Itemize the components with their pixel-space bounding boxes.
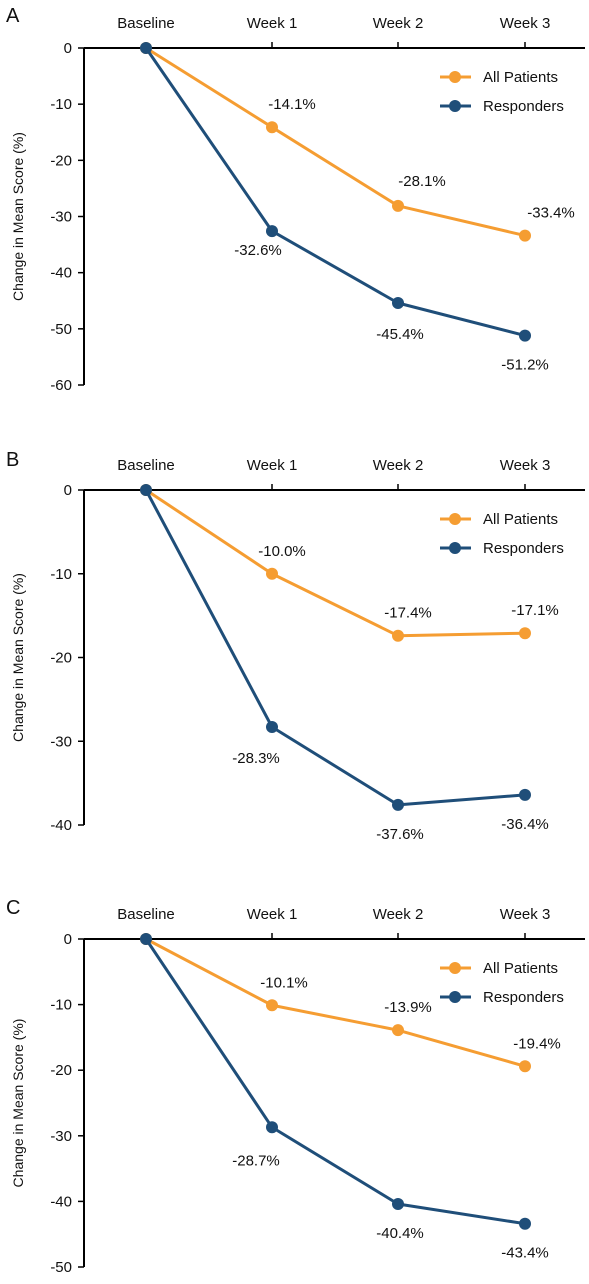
y-tick-label: -20 bbox=[50, 1062, 72, 1079]
legend-label: Responders bbox=[483, 98, 564, 115]
x-tick-label: Baseline bbox=[117, 457, 175, 474]
data-label: -28.1% bbox=[398, 173, 446, 190]
legend-swatch-marker bbox=[449, 71, 461, 83]
y-tick-label: 0 bbox=[64, 931, 72, 948]
data-label: -36.4% bbox=[501, 816, 549, 833]
data-point bbox=[392, 296, 404, 309]
x-tick-label: Week 1 bbox=[247, 457, 298, 474]
data-label: -17.1% bbox=[511, 602, 559, 619]
panel-letter: C bbox=[6, 897, 20, 919]
series-line-0 bbox=[145, 46, 526, 238]
data-point bbox=[392, 1198, 404, 1211]
data-point bbox=[266, 121, 278, 134]
data-point bbox=[140, 933, 152, 945]
data-point bbox=[519, 229, 531, 242]
y-tick-label: -20 bbox=[50, 650, 72, 667]
x-tick-label: Week 3 bbox=[500, 15, 551, 32]
panel-letter: A bbox=[6, 5, 20, 27]
data-label: -45.4% bbox=[376, 326, 424, 343]
x-tick-label: Week 2 bbox=[373, 457, 424, 474]
legend-swatch-marker bbox=[449, 991, 461, 1003]
y-tick-label: -10 bbox=[50, 566, 72, 583]
data-point bbox=[519, 1217, 531, 1230]
y-tick-label: -10 bbox=[50, 96, 72, 113]
data-point bbox=[266, 225, 278, 238]
data-label: -32.6% bbox=[234, 242, 282, 259]
data-label: -19.4% bbox=[513, 1035, 561, 1052]
data-label: -10.1% bbox=[260, 974, 308, 991]
y-tick-label: 0 bbox=[64, 40, 72, 57]
x-tick-label: Week 1 bbox=[247, 15, 298, 32]
y-tick-label: -40 bbox=[50, 817, 72, 834]
data-point bbox=[519, 788, 531, 801]
data-label: -37.6% bbox=[376, 826, 424, 843]
legend-swatch-marker bbox=[449, 100, 461, 112]
panel-a: A Baseline Week 1 Week 2 Week 3 0 -10 -20 -30 -40… bbox=[6, 5, 585, 394]
data-label: -13.9% bbox=[384, 999, 432, 1016]
x-tick-label: Week 2 bbox=[373, 15, 424, 32]
data-point bbox=[266, 567, 278, 580]
series-line-0 bbox=[145, 488, 526, 638]
data-label: -10.0% bbox=[258, 543, 306, 560]
data-point bbox=[140, 42, 152, 54]
data-label: -28.3% bbox=[232, 750, 280, 767]
y-axis-label: Change in Mean Score (%) bbox=[10, 573, 26, 742]
data-point bbox=[140, 484, 152, 496]
x-tick-label: Week 3 bbox=[500, 906, 551, 923]
data-label: -40.4% bbox=[376, 1225, 424, 1242]
series-line-1 bbox=[144, 938, 526, 1226]
legend-swatch-marker bbox=[449, 962, 461, 974]
series-line-1 bbox=[144, 47, 526, 338]
series-line-0 bbox=[145, 937, 526, 1068]
panel-letter: B bbox=[6, 449, 19, 471]
data-label: -33.4% bbox=[527, 205, 575, 222]
data-point bbox=[392, 1024, 404, 1037]
y-tick-label: -60 bbox=[50, 377, 72, 394]
y-tick-label: -30 bbox=[50, 733, 72, 750]
legend-swatch-marker bbox=[449, 542, 461, 554]
data-point bbox=[266, 721, 278, 734]
x-tick-label: Week 1 bbox=[247, 906, 298, 923]
series-line-1 bbox=[144, 489, 526, 807]
y-tick-label: -40 bbox=[50, 265, 72, 282]
data-point bbox=[392, 629, 404, 642]
x-tick-label: Week 2 bbox=[373, 906, 424, 923]
data-point bbox=[519, 1060, 531, 1073]
x-tick-label: Week 3 bbox=[500, 457, 551, 474]
data-label: -14.1% bbox=[268, 96, 316, 113]
data-point bbox=[392, 199, 404, 212]
legend-label: All Patients bbox=[483, 960, 558, 977]
data-point bbox=[519, 329, 531, 342]
data-point bbox=[392, 798, 404, 811]
panel-b: B Baseline Week 1 Week 2 Week 3 0 -10 -20 -30 -40… bbox=[6, 449, 585, 843]
y-tick-label: -50 bbox=[50, 1259, 72, 1276]
legend-swatch-marker bbox=[449, 513, 461, 525]
data-label: -17.4% bbox=[384, 605, 432, 622]
legend-label: All Patients bbox=[483, 511, 558, 528]
y-tick-label: -10 bbox=[50, 997, 72, 1014]
legend-label: Responders bbox=[483, 540, 564, 557]
y-tick-label: 0 bbox=[64, 482, 72, 499]
y-tick-label: -30 bbox=[50, 209, 72, 226]
y-tick-label: -40 bbox=[50, 1193, 72, 1210]
y-tick-label: -30 bbox=[50, 1128, 72, 1145]
legend-label: Responders bbox=[483, 989, 564, 1006]
y-tick-label: -50 bbox=[50, 321, 72, 338]
y-tick-label: -20 bbox=[50, 152, 72, 169]
data-label: -43.4% bbox=[501, 1245, 549, 1262]
panel-c: C Baseline Week 1 Week 2 Week 3 0 -10 -20 -30 -40… bbox=[6, 897, 585, 1276]
data-point bbox=[266, 1121, 278, 1134]
y-axis-label: Change in Mean Score (%) bbox=[10, 132, 26, 301]
y-axis-label: Change in Mean Score (%) bbox=[10, 1019, 26, 1188]
x-tick-label: Baseline bbox=[117, 15, 175, 32]
legend-label: All Patients bbox=[483, 69, 558, 86]
data-label: -28.7% bbox=[232, 1152, 280, 1169]
data-point bbox=[519, 627, 531, 640]
x-tick-label: Baseline bbox=[117, 906, 175, 923]
data-label: -51.2% bbox=[501, 357, 549, 374]
data-point bbox=[266, 999, 278, 1012]
